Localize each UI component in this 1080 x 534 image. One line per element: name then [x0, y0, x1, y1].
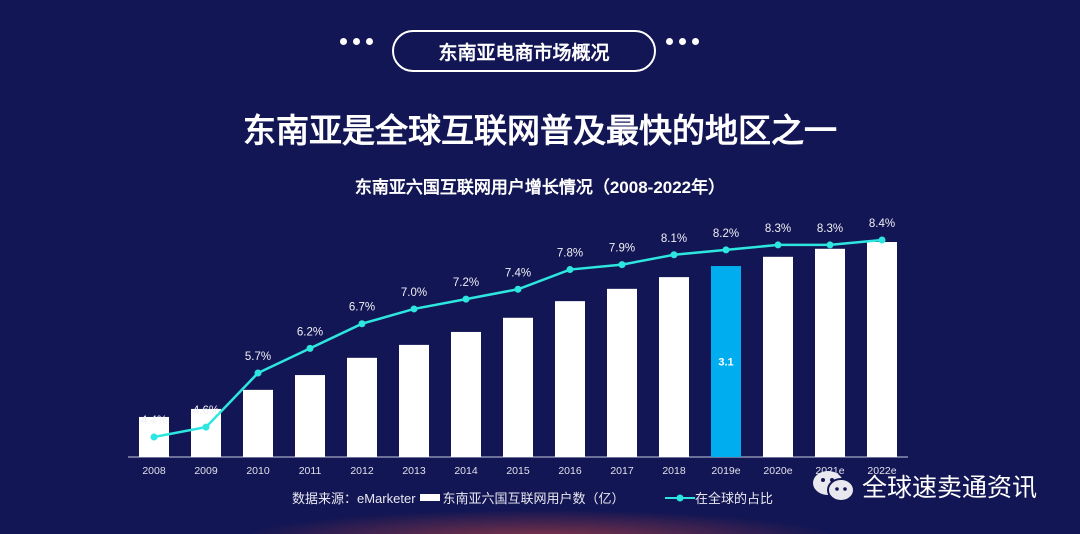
bar-2022e [867, 242, 897, 457]
share-data-label: 7.0% [401, 287, 427, 299]
x-tick-label: 2013 [402, 465, 426, 477]
share-data-label: 8.1% [661, 233, 687, 245]
x-tick-label: 2017 [610, 465, 634, 477]
bar-data-label: 3.1 [718, 357, 733, 369]
x-tick-label: 2009 [194, 465, 218, 477]
bar-2018 [659, 277, 689, 457]
bar-2012 [347, 357, 377, 457]
x-tick-label: 2020e [763, 465, 792, 477]
bar-2013 [399, 344, 429, 457]
x-tick-label: 2012 [350, 465, 374, 477]
bar-2017 [607, 288, 637, 457]
share-point [462, 295, 470, 303]
x-tick-label: 2022e [867, 465, 896, 477]
share-data-label: 6.2% [297, 326, 323, 338]
share-data-label: 7.4% [505, 267, 531, 279]
share-data-label: 8.3% [817, 223, 843, 235]
share-point [722, 246, 730, 254]
legend-line-item: 在全球的占比 [665, 488, 773, 507]
share-point [618, 261, 626, 269]
share-point [254, 369, 262, 377]
chart-title: 东南亚六国互联网用户增长情况（2008-2022年） [354, 178, 726, 197]
bar-2016 [555, 301, 585, 457]
decorative-dots-left [340, 38, 373, 45]
watermark: 全球速卖通资讯 [810, 468, 1037, 504]
share-point [202, 423, 210, 431]
x-tick-label: 2010 [246, 465, 270, 477]
legend-source: 数据来源：eMarketer [292, 491, 416, 506]
legend-line-swatch [665, 494, 695, 501]
bar-2014 [451, 331, 481, 457]
share-point [358, 320, 366, 328]
share-point [306, 344, 314, 352]
x-tick-label: 2014 [454, 465, 478, 477]
share-data-label: 4.6% [193, 405, 219, 417]
x-tick-label: 2008 [142, 465, 166, 477]
bar-2011 [295, 375, 325, 457]
legend-line-label: 在全球的占比 [695, 491, 774, 506]
share-data-label: 8.4% [869, 218, 895, 230]
share-point [826, 241, 834, 249]
bar-2010 [243, 389, 273, 457]
share-data-label: 8.2% [713, 228, 739, 240]
legend-bar-swatch [419, 494, 440, 501]
decorative-dots-right [666, 38, 699, 45]
share-point [878, 236, 886, 244]
legend-bar-label: 东南亚六国互联网用户数（亿） [442, 491, 625, 506]
share-data-label: 7.2% [453, 277, 479, 289]
share-point [774, 241, 782, 249]
bar-2021e [815, 248, 845, 457]
share-data-label: 5.7% [245, 351, 271, 363]
share-data-label: 7.8% [557, 248, 583, 260]
bar-2015 [503, 317, 533, 457]
x-tick-label: 2016 [558, 465, 582, 477]
page-title: 东南亚是全球互联网普及最快的地区之一 [243, 112, 837, 149]
share-point [670, 251, 678, 259]
share-point [566, 266, 574, 274]
legend: 数据来源：eMarketer 东南亚六国互联网用户数（亿） 在全球的占比 [292, 488, 773, 507]
wechat-icon [813, 471, 855, 502]
watermark-text: 全球速卖通资讯 [862, 474, 1038, 502]
share-point [514, 285, 522, 293]
share-data-label: 8.3% [765, 223, 791, 235]
x-tick-label: 2015 [506, 465, 530, 477]
bar-2020e [763, 256, 793, 457]
bar-2019e [711, 266, 741, 457]
x-tick-label: 2011 [299, 465, 322, 477]
x-tick-label: 2019e [711, 465, 740, 477]
share-point [410, 305, 418, 313]
share-point [150, 433, 158, 441]
share-data-label: 6.7% [349, 302, 375, 314]
share-data-label: 7.9% [609, 243, 635, 255]
x-tick-label: 2018 [662, 465, 686, 477]
share-data-label: 4.4% [141, 415, 167, 427]
section-pill: 东南亚电商市场概况 [392, 30, 656, 72]
